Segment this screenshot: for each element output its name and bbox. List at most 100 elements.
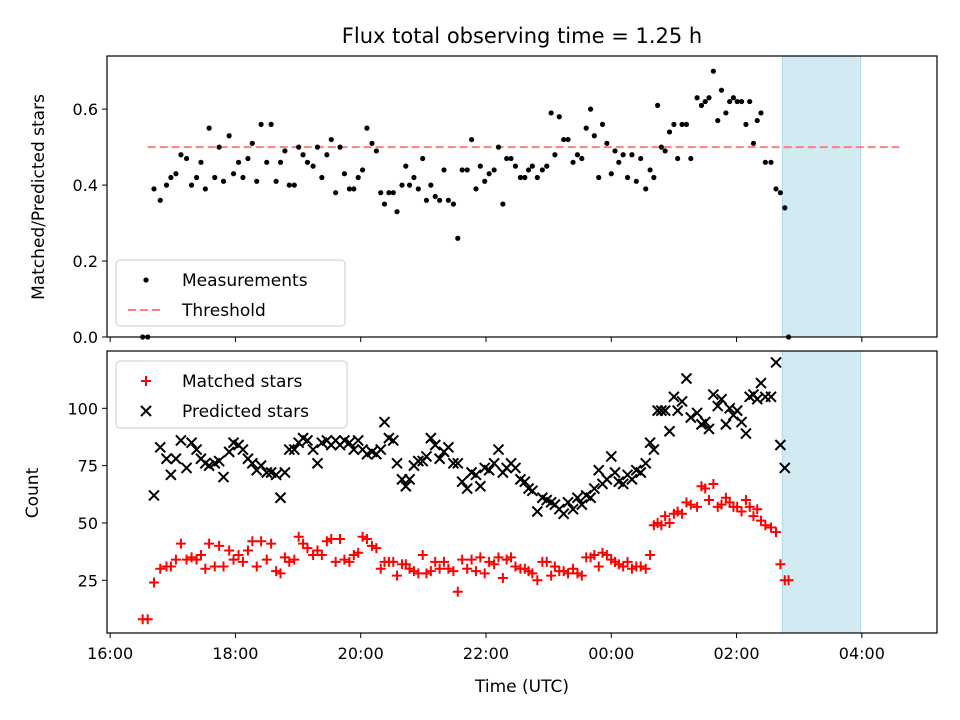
predicted-point [492, 443, 505, 456]
matched-point [549, 561, 560, 572]
measurement-point [561, 136, 567, 143]
matched-point [656, 520, 667, 531]
matched-point [289, 554, 300, 565]
predicted-point [774, 439, 787, 451]
highlight-band [782, 56, 861, 337]
matched-point [155, 563, 166, 574]
predicted-point [680, 372, 693, 385]
predicted-point [634, 466, 647, 479]
legend-label: Measurements [182, 271, 308, 291]
measurement-point [286, 182, 292, 188]
measurement-point [773, 186, 779, 192]
predicted-point [770, 356, 782, 369]
measurement-point [212, 174, 218, 181]
measurement-point [206, 125, 212, 131]
measurement-point [254, 178, 260, 184]
matched-point [308, 550, 319, 561]
matched-point [326, 534, 337, 544]
measurement-point [468, 136, 475, 143]
measurement-point [579, 155, 585, 162]
y-tick-label: 0.0 [73, 328, 98, 347]
matched-point [237, 556, 248, 567]
matched-point [452, 586, 463, 597]
measurement-point [525, 167, 532, 173]
legend-box [115, 259, 346, 327]
predicted-point [175, 434, 187, 447]
measurement-point [373, 148, 379, 154]
matched-point [635, 561, 646, 572]
matched-point [626, 563, 637, 574]
matched-point [204, 538, 215, 549]
matched-point [703, 495, 714, 506]
measurement-point [157, 197, 163, 203]
predicted-point [442, 441, 455, 454]
predicted-point [311, 457, 324, 470]
measurement-point [539, 167, 545, 173]
measurement-point [715, 117, 721, 124]
predicted-point [755, 377, 767, 389]
matched-point [271, 566, 282, 577]
measurement-point [762, 159, 768, 165]
matched-point [660, 511, 671, 522]
measurement-point [455, 235, 461, 241]
measurement-point [151, 186, 157, 192]
measurement-point [437, 197, 443, 203]
predicted-point [301, 434, 314, 447]
measurement-point [500, 201, 506, 207]
chart-title: Flux total observing time = 1.25 h [342, 24, 702, 48]
measurement-point [587, 106, 594, 112]
predicted-point [671, 404, 684, 417]
predicted-point [378, 416, 391, 428]
predicted-point [576, 498, 588, 511]
predicted-point [474, 480, 487, 492]
measurement-point [544, 163, 550, 169]
measurement-point [671, 121, 677, 127]
matched-point [755, 515, 766, 526]
predicted-point [223, 446, 235, 458]
measurement-point [168, 174, 174, 181]
measurement-point [666, 129, 673, 135]
measurement-point [529, 163, 535, 169]
x-tick-label: 18:00 [212, 644, 258, 663]
measurement-point [675, 155, 681, 162]
matched-point [740, 495, 751, 506]
predicted-point [668, 391, 680, 403]
matched-point [601, 550, 612, 561]
matched-point [361, 534, 372, 544]
predicted-point [571, 492, 584, 504]
measurement-point [477, 163, 483, 169]
y-tick-label: 50 [78, 514, 98, 533]
predicted-point [237, 443, 249, 456]
predicted-point [605, 450, 617, 463]
predicted-point [261, 466, 273, 479]
predicted-point [447, 457, 460, 470]
predicted-point [526, 485, 539, 497]
matched-point [532, 575, 543, 586]
predicted-point [557, 508, 570, 520]
matched-point [266, 538, 277, 549]
predicted-point [584, 492, 597, 504]
matched-point [417, 550, 428, 561]
predicted-point [593, 464, 605, 476]
measurement-point [583, 125, 589, 131]
highlight-band [782, 351, 861, 633]
matched-point [546, 570, 557, 581]
matched-point [716, 499, 727, 510]
measurement-point [355, 174, 361, 181]
measurement-point [220, 178, 227, 184]
measurement-point [415, 186, 421, 192]
legend-label: Matched stars [182, 372, 302, 392]
measurement-point [386, 190, 392, 196]
measurement-point [734, 98, 740, 105]
x-tick-label: 00:00 [588, 644, 634, 663]
x-axis-label: Time (UTC) [474, 677, 569, 697]
measurement-point [718, 87, 725, 93]
predicted-point [375, 443, 387, 456]
measurement-point [183, 155, 190, 162]
predicted-point [217, 471, 230, 483]
matched-point [214, 540, 225, 551]
matched-point [170, 554, 181, 565]
matched-point [209, 561, 220, 572]
measurement-point [450, 201, 457, 207]
matched-point [247, 536, 258, 547]
